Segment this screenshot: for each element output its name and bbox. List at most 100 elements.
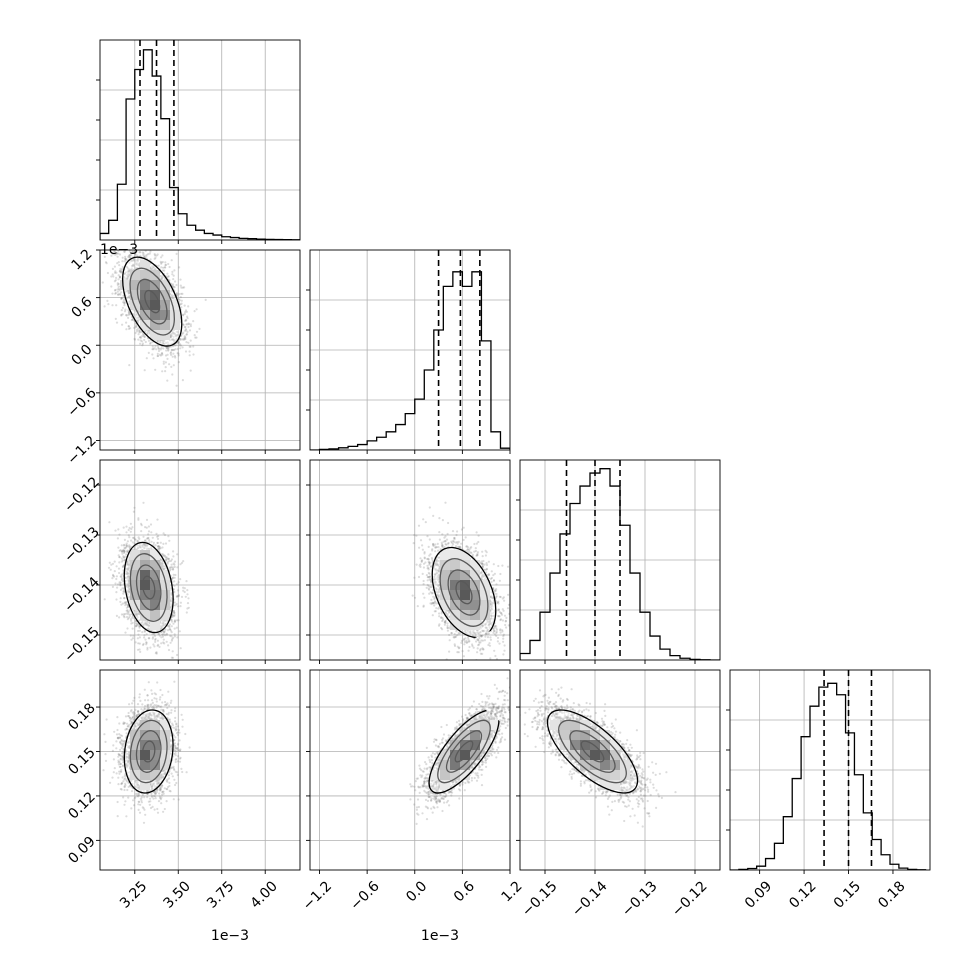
scatter-point (160, 352, 163, 355)
scatter-point (122, 592, 125, 595)
scatter-point (171, 338, 175, 341)
scatter-point (133, 259, 136, 262)
scatter-point (115, 565, 118, 568)
scatter-point (164, 354, 168, 357)
scatter-point (137, 633, 140, 636)
scatter-point (142, 253, 145, 256)
scatter-point (132, 250, 135, 253)
scatter-point (176, 352, 179, 355)
scatter-point (127, 270, 130, 273)
scatter-point (204, 298, 207, 301)
scatter-point (136, 260, 139, 263)
scatter-point (187, 341, 190, 344)
scatter-point (115, 598, 118, 601)
scatter-point (130, 260, 133, 263)
scatter-point (158, 339, 161, 342)
scatter-point (161, 277, 164, 280)
scatter-point (170, 353, 173, 356)
scatter-point (184, 350, 188, 353)
scatter-point (119, 600, 122, 604)
scatter-point (140, 530, 143, 533)
scatter-point (128, 300, 131, 303)
scatter-point (169, 332, 173, 335)
scatter-point (178, 293, 181, 296)
scatter-point (195, 330, 199, 333)
scatter-point (117, 278, 120, 281)
scatter-point (107, 235, 109, 237)
scatter-point (136, 319, 140, 323)
scatter-point (125, 321, 128, 324)
scatter-point (156, 339, 159, 342)
scatter-point (193, 334, 196, 337)
scatter-point (111, 292, 114, 295)
scatter-point (137, 338, 140, 341)
scatter-point (133, 337, 136, 340)
scatter-point (91, 247, 93, 249)
scatter-point (175, 335, 178, 338)
scatter-point (176, 653, 179, 657)
scatter-point (127, 289, 130, 292)
scatter-point (134, 326, 137, 329)
scatter-point (188, 345, 191, 348)
scatter-point (158, 341, 161, 344)
scatter-point (127, 311, 130, 314)
scatter-point (132, 258, 136, 261)
scatter-point (145, 255, 148, 258)
scatter-point (173, 269, 176, 272)
scatter-point (177, 341, 180, 344)
scatter-point (183, 326, 187, 329)
scatter-point (123, 272, 126, 276)
scatter-point (170, 338, 174, 341)
scatter-point (187, 322, 190, 325)
scatter-point (117, 250, 120, 252)
scatter-point (154, 368, 157, 371)
scatter-point (164, 370, 167, 373)
scatter-point (166, 275, 170, 278)
scatter-point (135, 330, 139, 333)
scatter-point (117, 528, 120, 531)
scatter-point (166, 357, 169, 360)
scatter-point (158, 353, 161, 356)
scatter-point (107, 303, 110, 306)
scatter-point (116, 537, 119, 540)
scatter-point (137, 264, 140, 267)
pair-panel-0-1: −1.2−0.60.00.61.2 1e−3 (64, 235, 301, 468)
scatter-point (136, 258, 139, 261)
scatter-point (120, 297, 123, 300)
scatter-point (118, 253, 122, 256)
scatter-point (195, 336, 198, 339)
scatter-point (193, 310, 196, 313)
scatter-point (194, 336, 197, 339)
scatter-point (143, 369, 146, 372)
scatter-point (182, 331, 185, 334)
scatter-point (150, 265, 153, 268)
scatter-point (163, 266, 166, 269)
scatter-point (114, 279, 117, 282)
scatter-point (177, 361, 180, 364)
scatter-point (133, 313, 136, 316)
scatter-point (157, 247, 159, 249)
scatter-point (155, 348, 158, 351)
scatter-point (173, 332, 176, 335)
scatter-point (113, 265, 116, 268)
scatter-point (172, 274, 175, 277)
scatter-point (172, 348, 175, 352)
scatter-point (123, 260, 126, 263)
scatter-point (187, 305, 190, 308)
scatter-point (166, 272, 169, 275)
scatter-point (116, 583, 120, 586)
scatter-point (180, 299, 183, 302)
scatter-point (140, 340, 144, 343)
scatter-point (114, 317, 117, 320)
scatter-point (169, 641, 172, 644)
scatter-point (137, 316, 140, 319)
scatter-point (101, 281, 104, 284)
scatter-point (145, 253, 148, 257)
scatter-point (161, 546, 164, 549)
scatter-point (126, 266, 129, 269)
scatter-point (172, 338, 175, 341)
scatter-point (185, 319, 188, 322)
scatter-point (127, 295, 130, 298)
scatter-point (121, 265, 124, 269)
scatter-point (117, 567, 121, 570)
